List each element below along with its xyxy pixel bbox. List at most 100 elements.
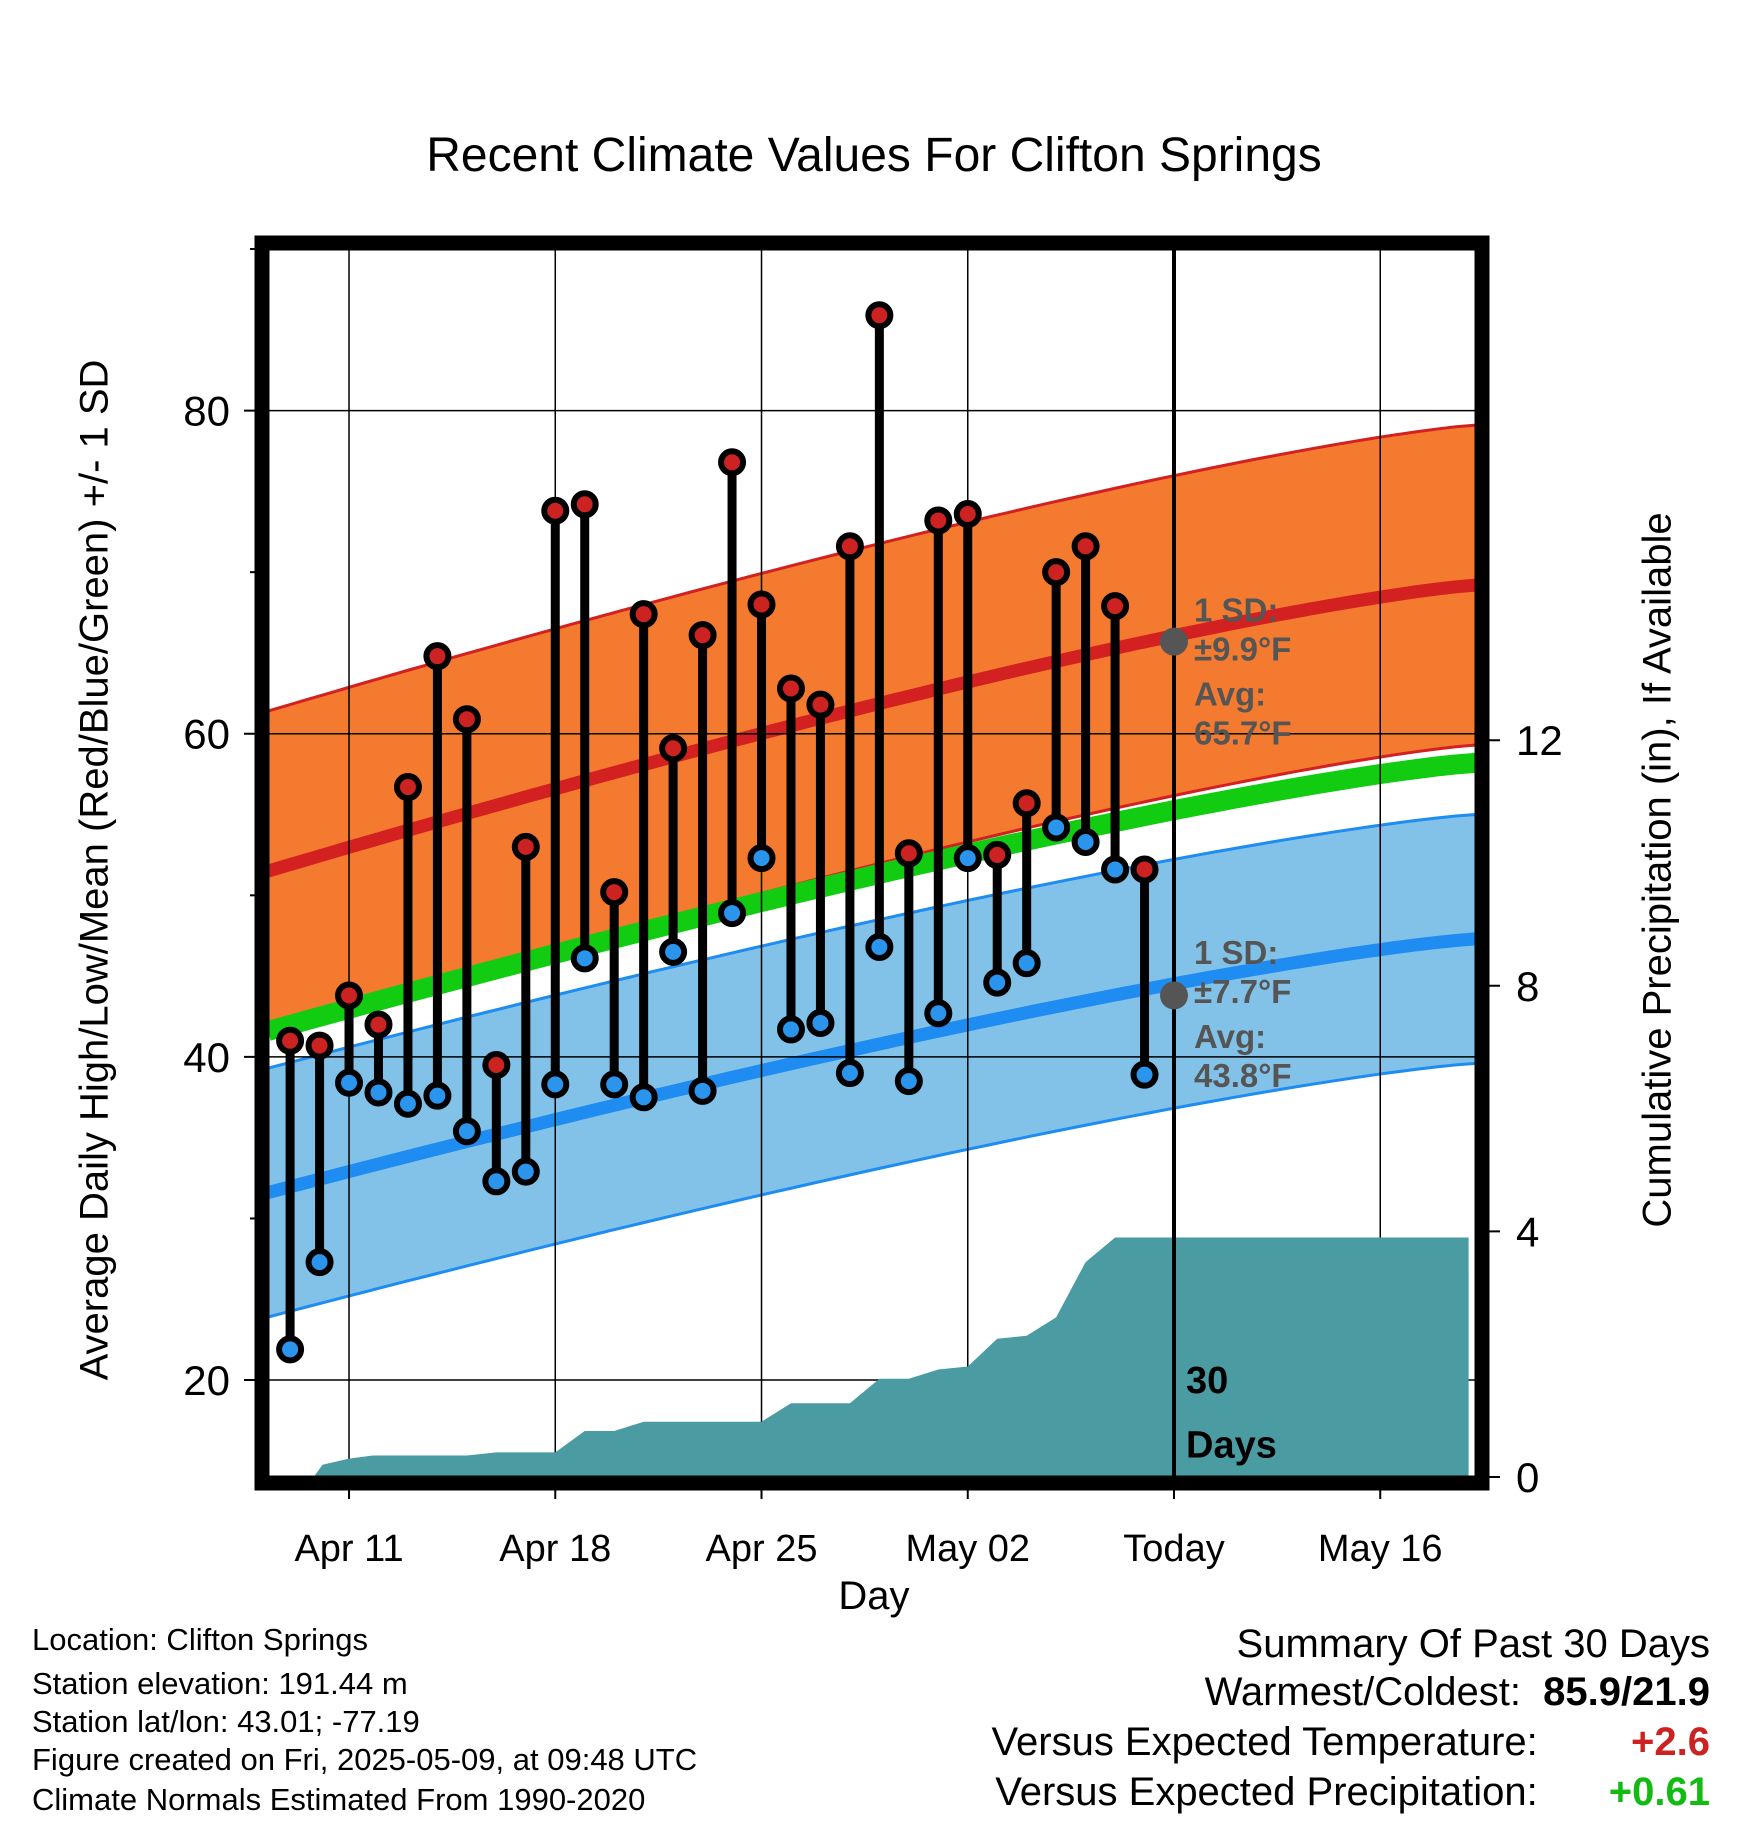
daily-low-point bbox=[482, 1167, 511, 1196]
daily-low-point bbox=[541, 1070, 570, 1099]
precip-area bbox=[275, 1237, 1469, 1477]
daily-low-point bbox=[1101, 855, 1130, 884]
daily-low-point bbox=[511, 1157, 540, 1186]
daily-low-point bbox=[335, 1068, 364, 1097]
high-sd-upper-line bbox=[268, 423, 1476, 713]
daily-high-point bbox=[1012, 789, 1041, 818]
daily-low-point bbox=[1071, 827, 1100, 856]
daily-low-point bbox=[1012, 949, 1041, 978]
daily-high-point bbox=[393, 773, 422, 802]
summary-title: Summary Of Past 30 Days bbox=[1236, 1622, 1710, 1666]
daily-low-point bbox=[570, 944, 599, 973]
daily-high-point bbox=[1101, 592, 1130, 621]
daily-high-point bbox=[865, 301, 894, 330]
daily-low-point bbox=[364, 1078, 393, 1107]
daily-high-point bbox=[452, 705, 481, 734]
x-tick-label: Today bbox=[1123, 1528, 1224, 1570]
summary-precip: Versus Expected Precipitation: +0.61 bbox=[995, 1770, 1710, 1815]
daily-high-point bbox=[806, 690, 835, 719]
daily-high-point bbox=[1130, 855, 1159, 884]
daily-low-point bbox=[1130, 1060, 1159, 1089]
low-sd-label: 1 SD: bbox=[1194, 934, 1278, 971]
daily-high-point bbox=[924, 506, 953, 535]
y-tick-label: 60 bbox=[183, 711, 230, 758]
today-days-word: Days bbox=[1186, 1425, 1277, 1467]
daily-high-point bbox=[953, 499, 982, 528]
high-sd-value: ±9.9°F bbox=[1194, 630, 1291, 667]
daily-high-point bbox=[1071, 532, 1100, 561]
daily-low-point bbox=[688, 1076, 717, 1105]
summary-warmest-value: 85.9/21.9 bbox=[1543, 1670, 1710, 1714]
summary-warmest-label: Warmest/Coldest: bbox=[1204, 1670, 1521, 1714]
daily-high-point bbox=[511, 832, 540, 861]
y-tick-label: 80 bbox=[183, 388, 230, 435]
daily-high-point bbox=[659, 734, 688, 763]
daily-high-point bbox=[482, 1050, 511, 1079]
daily-low-point bbox=[894, 1067, 923, 1096]
info-elevation: Station elevation: 191.44 m bbox=[32, 1666, 408, 1701]
x-tick-label: May 02 bbox=[905, 1528, 1030, 1570]
info-location: Location: Clifton Springs bbox=[32, 1622, 369, 1657]
info-created: Figure created on Fri, 2025-05-09, at 09… bbox=[32, 1742, 698, 1777]
daily-high-point bbox=[629, 600, 658, 629]
daily-low-point bbox=[718, 899, 747, 928]
daily-low-point bbox=[865, 933, 894, 962]
low-sd-lower-line bbox=[268, 1061, 1476, 1319]
daily-low-point bbox=[423, 1081, 452, 1110]
daily-high-point bbox=[600, 878, 629, 907]
daily-low-point bbox=[835, 1059, 864, 1088]
x-axis-label: Day bbox=[838, 1574, 910, 1618]
chart-title: Recent Climate Values For Clifton Spring… bbox=[426, 129, 1322, 182]
y2-tick-label: 12 bbox=[1516, 717, 1563, 764]
daily-high-point bbox=[423, 642, 452, 671]
today-days-number: 30 bbox=[1186, 1360, 1228, 1402]
daily-low-point bbox=[452, 1117, 481, 1146]
y2-axis-label: Cumulative Precipitation (in), If Availa… bbox=[1635, 512, 1680, 1228]
high-avg-marker bbox=[1160, 627, 1188, 656]
x-tick-label: Apr 18 bbox=[499, 1528, 611, 1570]
plot-frame bbox=[254, 235, 1490, 1491]
y-axis-label: Average Daily High/Low/Mean (Red/Blue/Gr… bbox=[72, 359, 117, 1381]
daily-high-point bbox=[747, 590, 776, 619]
x-tick-label: May 16 bbox=[1318, 1528, 1443, 1570]
daily-low-point bbox=[806, 1008, 835, 1037]
daily-low-point bbox=[1042, 813, 1071, 842]
daily-low-point bbox=[393, 1089, 422, 1118]
y-tick-label: 40 bbox=[183, 1034, 230, 1081]
summary-temp: Versus Expected Temperature: +2.6 bbox=[992, 1720, 1710, 1765]
daily-low-point bbox=[659, 937, 688, 966]
x-tick-label: Apr 11 bbox=[294, 1528, 403, 1570]
high-sd-label: 1 SD: bbox=[1194, 591, 1278, 628]
daily-high-point bbox=[1042, 558, 1071, 587]
daily-low-point bbox=[276, 1335, 305, 1364]
daily-high-point bbox=[688, 621, 717, 650]
info-normals: Climate Normals Estimated From 1990-2020 bbox=[32, 1782, 646, 1817]
summary-warmest: Warmest/Coldest: 85.9/21.9 bbox=[1205, 1670, 1710, 1715]
low-avg-value: 43.8°F bbox=[1194, 1057, 1292, 1094]
daily-low-point bbox=[983, 968, 1012, 997]
daily-high-point bbox=[718, 448, 747, 477]
summary-precip-value: +0.61 bbox=[1608, 1770, 1710, 1814]
daily-high-point bbox=[364, 1010, 393, 1039]
summary-precip-label: Versus Expected Precipitation: bbox=[995, 1770, 1538, 1814]
y2-tick-label: 8 bbox=[1516, 963, 1539, 1010]
daily-low-point bbox=[924, 999, 953, 1028]
info-latlon: Station lat/lon: 43.01; -77.19 bbox=[32, 1704, 420, 1739]
daily-low-point bbox=[953, 844, 982, 873]
summary-temp-label: Versus Expected Temperature: bbox=[991, 1720, 1538, 1764]
daily-high-point bbox=[835, 532, 864, 561]
daily-high-point bbox=[541, 496, 570, 525]
daily-low-point bbox=[629, 1083, 658, 1112]
daily-low-point bbox=[305, 1248, 334, 1277]
daily-high-point bbox=[276, 1026, 305, 1055]
low-sd-value: ±7.7°F bbox=[1194, 973, 1291, 1010]
low-avg-label: Avg: bbox=[1194, 1018, 1266, 1055]
daily-high-point bbox=[570, 490, 599, 519]
summary-temp-value: +2.6 bbox=[1631, 1720, 1710, 1764]
daily-low-point bbox=[600, 1070, 629, 1099]
daily-low-point bbox=[776, 1015, 805, 1044]
daily-high-point bbox=[776, 674, 805, 703]
daily-low-point bbox=[747, 844, 776, 873]
daily-high-point bbox=[305, 1031, 334, 1060]
